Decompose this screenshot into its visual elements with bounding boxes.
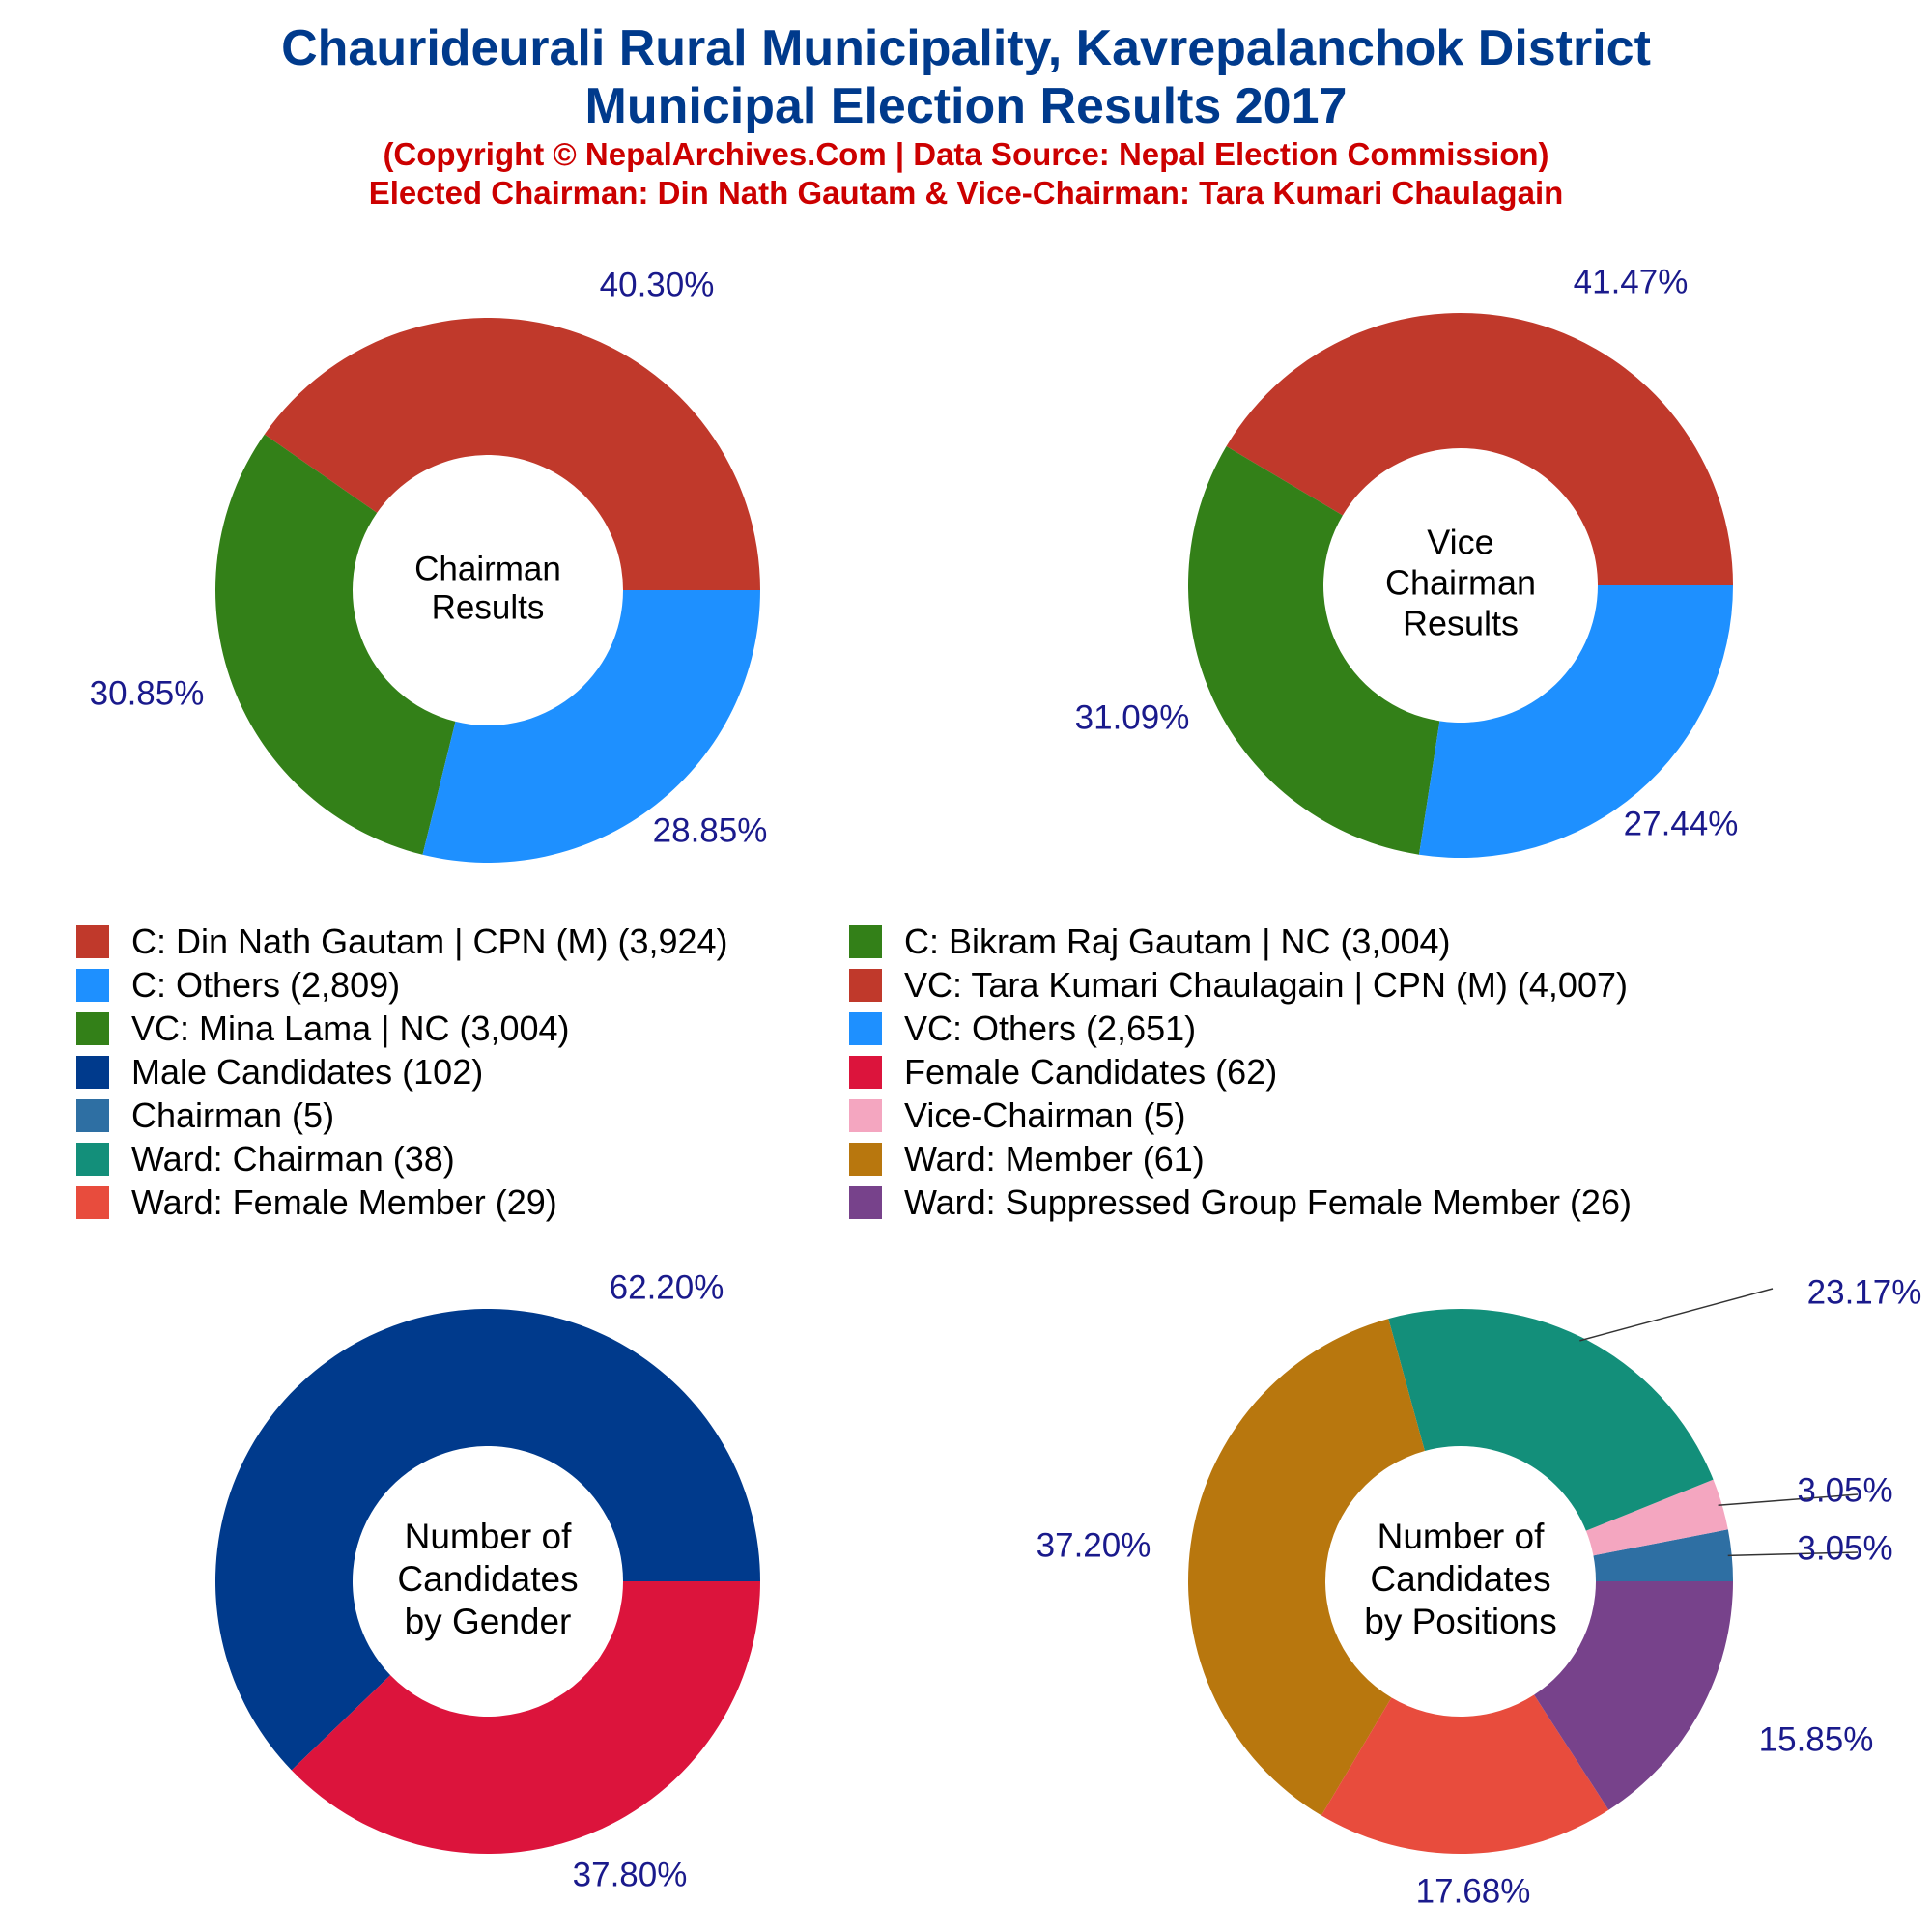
legend-swatch — [75, 1184, 110, 1220]
legend-swatch — [848, 1010, 883, 1046]
legend-label: C: Din Nath Gautam | CPN (M) (3,924) — [131, 921, 728, 961]
legend-item: C: Bikram Raj Gautam | NC (3,004) — [848, 920, 1814, 963]
chart-header: Chaurideurali Rural Municipality, Kavrep… — [0, 19, 1932, 213]
slice-percent-label: 37.80% — [573, 1856, 688, 1893]
leader-line — [1579, 1288, 1774, 1342]
donut-slice — [291, 1581, 760, 1855]
donut-center-label: Results — [432, 588, 545, 626]
donut-center-label: Vice — [1427, 523, 1493, 562]
legend-item: VC: Others (2,651) — [848, 1007, 1814, 1050]
legend-swatch — [848, 1184, 883, 1220]
donut-slice — [1321, 1694, 1609, 1854]
donut-center-label: Results — [1403, 604, 1519, 643]
legend-swatch — [848, 923, 883, 959]
chart-subtitle-line1: (Copyright © NepalArchives.Com | Data So… — [383, 136, 1549, 172]
legend-item: Female Candidates (62) — [848, 1050, 1814, 1094]
donut-center-label: Number of — [405, 1517, 572, 1556]
legend-swatch — [75, 967, 110, 1003]
slice-percent-label: 27.44% — [1624, 805, 1739, 842]
slice-percent-label: 28.85% — [653, 811, 768, 849]
legend-item: Male Candidates (102) — [75, 1050, 848, 1094]
donut-center-label: Chairman — [414, 550, 561, 587]
donut-center-label: by Gender — [405, 1602, 572, 1641]
donut-center-label: Chairman — [1385, 563, 1536, 603]
donut-center-label: Candidates — [397, 1559, 578, 1599]
legend-swatch — [75, 1141, 110, 1177]
donut-slice — [1593, 1529, 1733, 1581]
legend-item: C: Others (2,809) — [75, 963, 848, 1007]
legend-item: Ward: Suppressed Group Female Member (26… — [848, 1180, 1814, 1224]
slice-percent-label: 62.20% — [610, 1268, 724, 1306]
legend-label: C: Others (2,809) — [131, 964, 401, 1005]
legend: C: Din Nath Gautam | CPN (M) (3,924) C: … — [75, 920, 1911, 1224]
legend-label: VC: Others (2,651) — [904, 1008, 1197, 1048]
donut-slice — [1534, 1581, 1733, 1810]
legend-item: Chairman (5) — [75, 1094, 848, 1137]
legend-label: Vice-Chairman (5) — [904, 1094, 1186, 1135]
legend-item: Ward: Chairman (38) — [75, 1137, 848, 1180]
legend-label: Female Candidates (62) — [904, 1051, 1278, 1092]
chart-title-line1: Chaurideurali Rural Municipality, Kavrep… — [281, 20, 1651, 76]
donut-center-label: Candidates — [1370, 1559, 1550, 1599]
legend-label: VC: Tara Kumari Chaulagain | CPN (M) (4,… — [904, 964, 1628, 1005]
slice-percent-label: 41.47% — [1574, 263, 1689, 300]
legend-label: C: Bikram Raj Gautam | NC (3,004) — [904, 921, 1451, 961]
donut-slice — [214, 1308, 760, 1771]
slice-percent-label: 40.30% — [600, 266, 715, 303]
donut-slice — [1187, 446, 1440, 855]
donut-slice — [215, 434, 456, 855]
chart-title-line2: Municipal Election Results 2017 — [584, 78, 1348, 134]
leader-line — [1718, 1493, 1859, 1506]
donut-slice — [422, 590, 760, 863]
legend-swatch — [848, 1141, 883, 1177]
donut-center-label: Number of — [1378, 1517, 1545, 1556]
donut-slice — [1585, 1479, 1728, 1556]
legend-label: VC: Mina Lama | NC (3,004) — [131, 1008, 570, 1048]
slice-percent-label: 23.17% — [1807, 1273, 1922, 1311]
legend-swatch — [75, 1010, 110, 1046]
legend-label: Ward: Suppressed Group Female Member (26… — [904, 1181, 1632, 1222]
legend-item: Ward: Female Member (29) — [75, 1180, 848, 1224]
slice-percent-label: 15.85% — [1759, 1720, 1874, 1758]
legend-label: Ward: Female Member (29) — [131, 1181, 557, 1222]
donut-slice — [1388, 1309, 1714, 1531]
legend-item: C: Din Nath Gautam | CPN (M) (3,924) — [75, 920, 848, 963]
slice-percent-label: 3.05% — [1797, 1529, 1892, 1567]
legend-label: Chairman (5) — [131, 1094, 335, 1135]
donut-center-label: by Positions — [1364, 1602, 1557, 1641]
donut-slice — [1418, 585, 1733, 858]
legend-swatch — [848, 967, 883, 1003]
donut-slice — [1188, 1319, 1425, 1816]
legend-item: VC: Mina Lama | NC (3,004) — [75, 1007, 848, 1050]
legend-label: Ward: Member (61) — [904, 1138, 1205, 1179]
legend-swatch — [75, 1054, 110, 1090]
legend-swatch — [75, 1097, 110, 1133]
slice-percent-label: 37.20% — [1037, 1526, 1151, 1564]
legend-label: Ward: Chairman (38) — [131, 1138, 455, 1179]
legend-swatch — [848, 1097, 883, 1133]
slice-percent-label: 3.05% — [1797, 1471, 1892, 1509]
legend-item: Ward: Member (61) — [848, 1137, 1814, 1180]
donut-slice — [264, 318, 760, 590]
slice-percent-label: 30.85% — [90, 674, 205, 712]
legend-swatch — [848, 1054, 883, 1090]
legend-swatch — [75, 923, 110, 959]
slice-percent-label: 31.09% — [1075, 698, 1190, 736]
legend-label: Male Candidates (102) — [131, 1051, 484, 1092]
legend-item: VC: Tara Kumari Chaulagain | CPN (M) (4,… — [848, 963, 1814, 1007]
donut-slice — [1226, 313, 1733, 585]
slice-percent-label: 17.68% — [1416, 1872, 1531, 1910]
legend-item: Vice-Chairman (5) — [848, 1094, 1814, 1137]
leader-line — [1727, 1551, 1859, 1557]
chart-subtitle-line2: Elected Chairman: Din Nath Gautam & Vice… — [368, 175, 1564, 211]
